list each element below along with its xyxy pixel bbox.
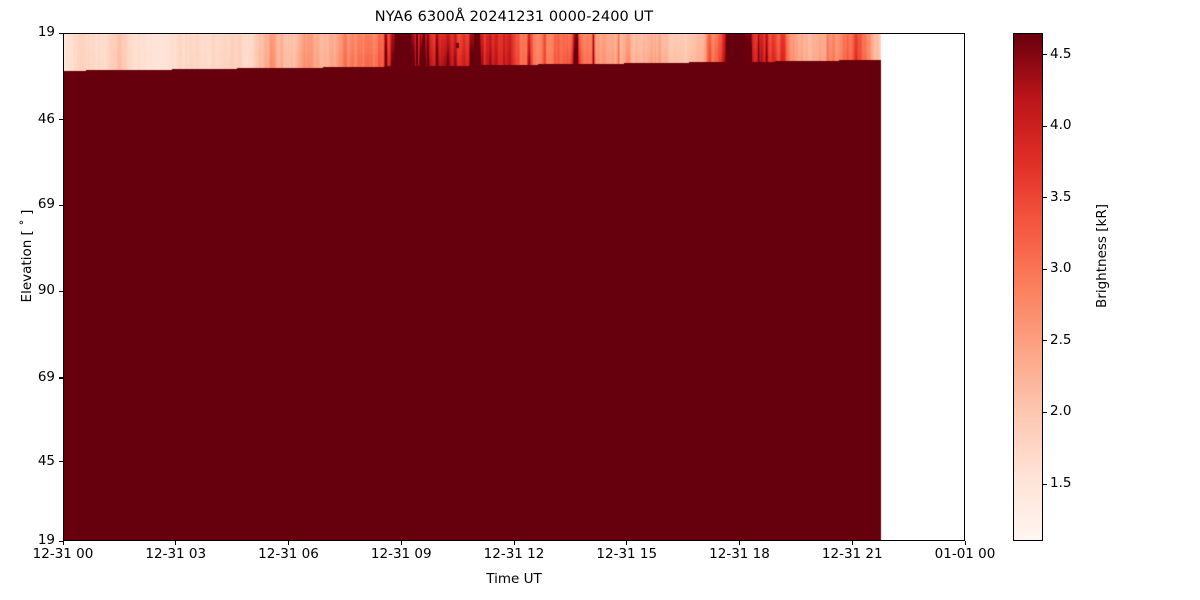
x-tick-mark bbox=[175, 541, 177, 545]
y-tick-mark bbox=[59, 32, 63, 34]
y-tick-mark bbox=[59, 204, 63, 206]
x-tick-mark bbox=[400, 541, 402, 545]
y-axis-title: Elevation [ ˚ ] bbox=[19, 209, 35, 303]
x-tick-label: 12-31 06 bbox=[258, 546, 319, 562]
x-tick-label: 12-31 21 bbox=[821, 546, 883, 562]
y-tick-label: 46 bbox=[37, 110, 55, 127]
colorbar-tick-label: 2.5 bbox=[1050, 331, 1072, 348]
keogram-image bbox=[64, 34, 964, 540]
colorbar-tick-mark bbox=[1043, 125, 1047, 127]
y-tick-label: 19 bbox=[37, 24, 55, 40]
x-tick-mark bbox=[288, 541, 290, 545]
colorbar-ticks bbox=[1043, 33, 1053, 541]
y-axis-ticks bbox=[59, 32, 73, 542]
x-tick-label: 12-31 00 bbox=[32, 546, 94, 562]
x-tick-mark bbox=[513, 541, 515, 545]
x-tick-label: 12-31 03 bbox=[145, 546, 207, 562]
x-tick-mark bbox=[851, 541, 853, 545]
y-tick-label: 90 bbox=[37, 282, 55, 299]
colorbar-tick-label: 3.5 bbox=[1050, 188, 1072, 205]
page-title: NYA6 6300Å 20241231 0000-2400 UT bbox=[374, 9, 654, 25]
y-axis-tick-labels: 19 46 69 90 69 45 19 bbox=[0, 25, 55, 546]
keogram-plot-area[interactable] bbox=[63, 33, 965, 541]
x-tick-label: 12-31 18 bbox=[709, 546, 770, 562]
colorbar-tick-mark bbox=[1043, 483, 1047, 485]
colorbar-tick-mark bbox=[1043, 268, 1047, 270]
colorbar[interactable] bbox=[1013, 33, 1043, 541]
x-tick-label: 01-01 00 bbox=[934, 546, 996, 562]
x-tick-mark bbox=[626, 541, 628, 545]
colorbar-tick-mark bbox=[1043, 197, 1047, 199]
colorbar-tick-label: 3.0 bbox=[1050, 260, 1072, 277]
x-axis-title: Time UT bbox=[486, 571, 542, 587]
y-tick-mark bbox=[59, 461, 63, 463]
x-tick-label: 12-31 15 bbox=[596, 546, 658, 562]
x-tick-label: 12-31 09 bbox=[370, 546, 432, 562]
colorbar-tick-mark bbox=[1043, 340, 1047, 342]
y-tick-label: 19 bbox=[37, 532, 55, 548]
y-tick-mark bbox=[59, 540, 63, 542]
x-axis-ticks bbox=[62, 541, 966, 551]
x-axis-tick-labels: 12-31 00 12-31 03 12-31 06 12-31 09 12-31 12… bbox=[0, 546, 1200, 570]
x-tick-mark bbox=[62, 541, 64, 545]
x-tick-mark bbox=[964, 541, 966, 545]
x-tick-mark bbox=[739, 541, 741, 545]
colorbar-tick-mark bbox=[1043, 411, 1047, 414]
colorbar-tick-mark bbox=[1043, 54, 1047, 56]
colorbar-tick-label: 4.5 bbox=[1050, 45, 1072, 62]
x-tick-label: 12-31 12 bbox=[483, 546, 545, 562]
y-tick-mark bbox=[59, 290, 63, 292]
y-tick-label: 69 bbox=[37, 196, 55, 213]
colorbar-title: Brightness [kR] bbox=[1094, 204, 1110, 308]
colorbar-tick-label: 4.0 bbox=[1050, 117, 1072, 134]
colorbar-tick-label: 2.0 bbox=[1050, 403, 1072, 420]
y-tick-label: 45 bbox=[37, 452, 55, 469]
colorbar-tick-label: 1.5 bbox=[1050, 475, 1072, 491]
y-tick-label: 69 bbox=[37, 368, 55, 385]
y-tick-mark bbox=[59, 119, 63, 121]
colorbar-gradient bbox=[1014, 34, 1042, 540]
y-tick-mark bbox=[59, 377, 63, 379]
